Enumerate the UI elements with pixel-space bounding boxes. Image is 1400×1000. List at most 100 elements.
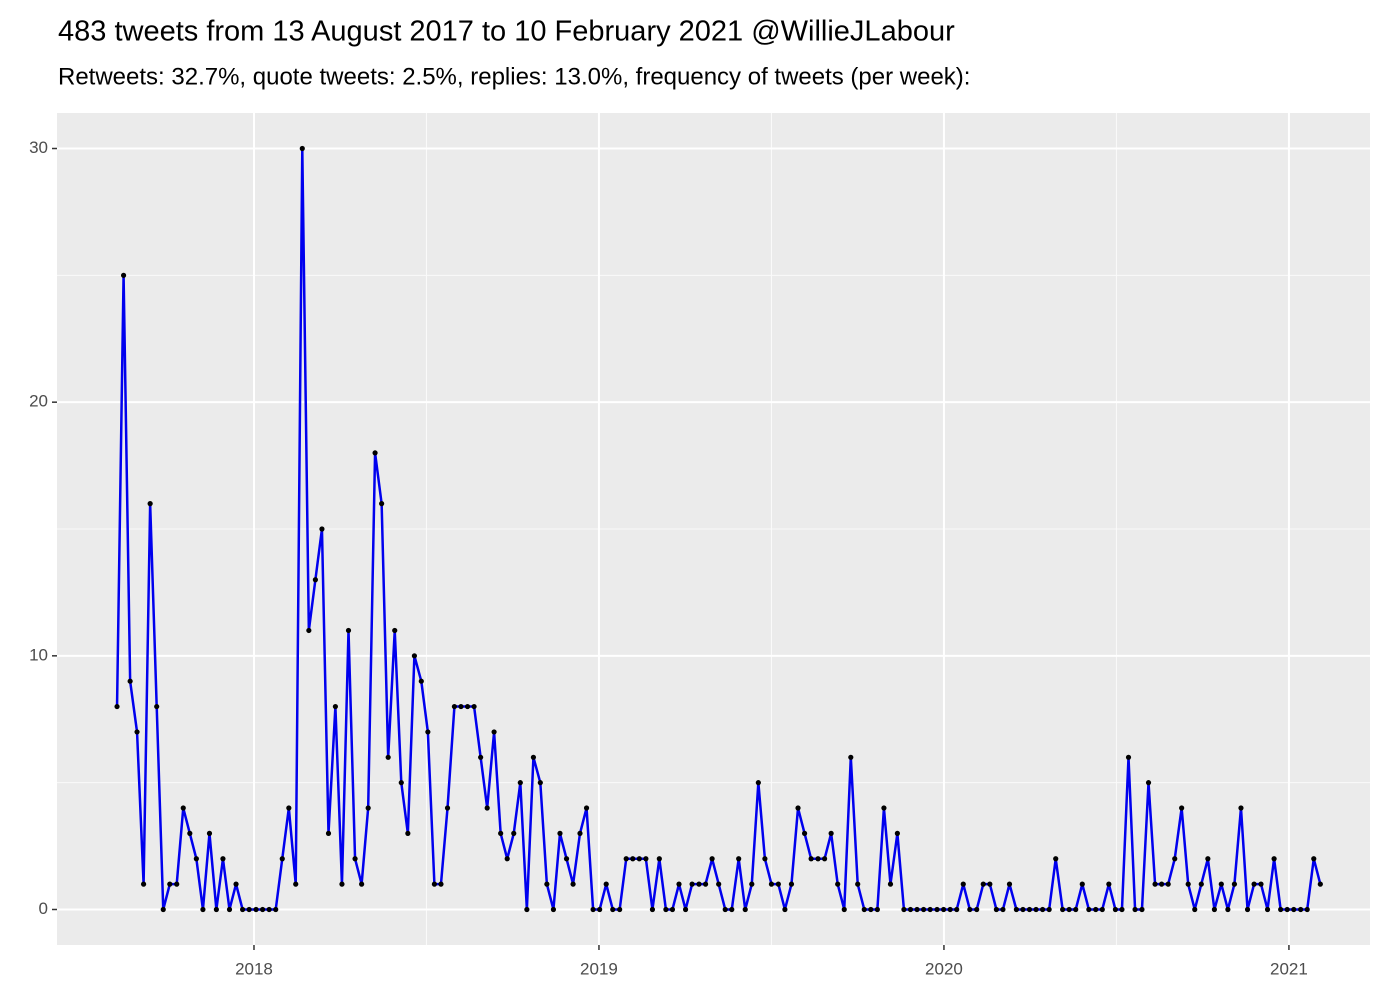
data-point — [1060, 906, 1066, 913]
data-point — [868, 906, 874, 913]
data-point — [1298, 906, 1304, 913]
data-point — [193, 856, 199, 862]
data-point — [1284, 906, 1290, 913]
data-point — [1079, 881, 1085, 887]
data-point — [557, 830, 563, 836]
x-tick-label: 2021 — [1270, 959, 1308, 978]
data-point — [1304, 906, 1310, 913]
data-point — [246, 906, 252, 913]
data-point — [140, 881, 147, 887]
data-point — [1278, 906, 1284, 913]
data-point — [1145, 780, 1152, 786]
data-point — [1066, 906, 1072, 913]
data-point — [332, 703, 339, 710]
data-point — [788, 881, 795, 887]
data-point — [1251, 881, 1257, 887]
data-point — [901, 906, 907, 913]
data-point — [623, 856, 629, 862]
data-point — [782, 906, 788, 913]
data-point — [1053, 856, 1059, 862]
data-point — [980, 881, 986, 887]
data-point — [411, 653, 418, 659]
data-point — [451, 703, 458, 710]
chart-title: 483 tweets from 13 August 2017 to 10 Feb… — [58, 16, 955, 48]
data-point — [1317, 881, 1323, 887]
data-point — [768, 881, 775, 887]
data-point — [372, 450, 378, 456]
data-point — [1192, 906, 1198, 913]
data-point — [180, 805, 186, 811]
data-point — [319, 526, 325, 532]
data-point — [379, 501, 385, 507]
data-point — [755, 780, 761, 786]
data-point — [736, 856, 742, 862]
data-point — [1026, 906, 1033, 913]
data-point — [597, 906, 603, 913]
data-point — [286, 805, 292, 811]
data-point — [821, 856, 828, 862]
data-point — [299, 145, 305, 152]
x-tick-label: 2020 — [925, 959, 963, 978]
y-tick-label: 10 — [29, 645, 48, 664]
data-point — [226, 906, 233, 913]
data-point — [570, 881, 576, 887]
data-point — [716, 881, 722, 887]
data-point — [1006, 881, 1013, 887]
data-point — [147, 501, 153, 507]
data-point — [801, 830, 808, 836]
data-point — [696, 881, 702, 887]
data-point — [577, 830, 583, 836]
data-point — [438, 881, 444, 887]
data-point — [1291, 906, 1297, 913]
data-point — [583, 805, 590, 811]
data-point — [1086, 906, 1092, 913]
data-point — [339, 881, 345, 887]
data-point — [1179, 805, 1185, 811]
data-point — [398, 780, 404, 786]
data-point — [266, 906, 272, 913]
data-point — [967, 906, 973, 913]
data-point — [828, 830, 834, 836]
data-point — [120, 272, 127, 278]
data-point — [630, 856, 636, 862]
data-point — [894, 830, 900, 836]
data-point — [1159, 881, 1165, 887]
data-point — [927, 906, 933, 913]
data-point — [484, 805, 490, 811]
data-point — [643, 856, 649, 862]
data-point — [881, 805, 887, 811]
data-point — [325, 830, 332, 836]
data-point — [742, 906, 748, 913]
x-tick-label: 2018 — [235, 959, 273, 978]
data-point — [530, 754, 537, 760]
data-point — [233, 881, 239, 887]
data-point — [617, 906, 623, 913]
data-point — [312, 577, 318, 583]
data-point — [841, 906, 847, 913]
data-point — [1198, 881, 1204, 887]
data-point — [1258, 881, 1264, 887]
data-point — [815, 856, 821, 862]
data-point — [478, 754, 484, 760]
data-point — [213, 906, 219, 913]
data-point — [934, 906, 940, 913]
data-point — [676, 881, 682, 887]
data-point — [431, 881, 438, 887]
data-point — [682, 906, 689, 913]
data-point — [359, 881, 365, 887]
data-point — [663, 906, 669, 913]
data-point — [610, 906, 616, 913]
data-point — [722, 906, 728, 913]
data-point — [444, 805, 451, 811]
data-point — [187, 830, 193, 836]
data-point — [260, 906, 266, 913]
data-point — [114, 703, 120, 710]
data-point — [1225, 906, 1231, 913]
data-point — [590, 906, 596, 913]
data-point — [729, 906, 735, 913]
data-point — [425, 729, 431, 735]
data-point — [550, 906, 557, 913]
data-point — [1020, 906, 1026, 913]
data-point — [1238, 805, 1244, 811]
